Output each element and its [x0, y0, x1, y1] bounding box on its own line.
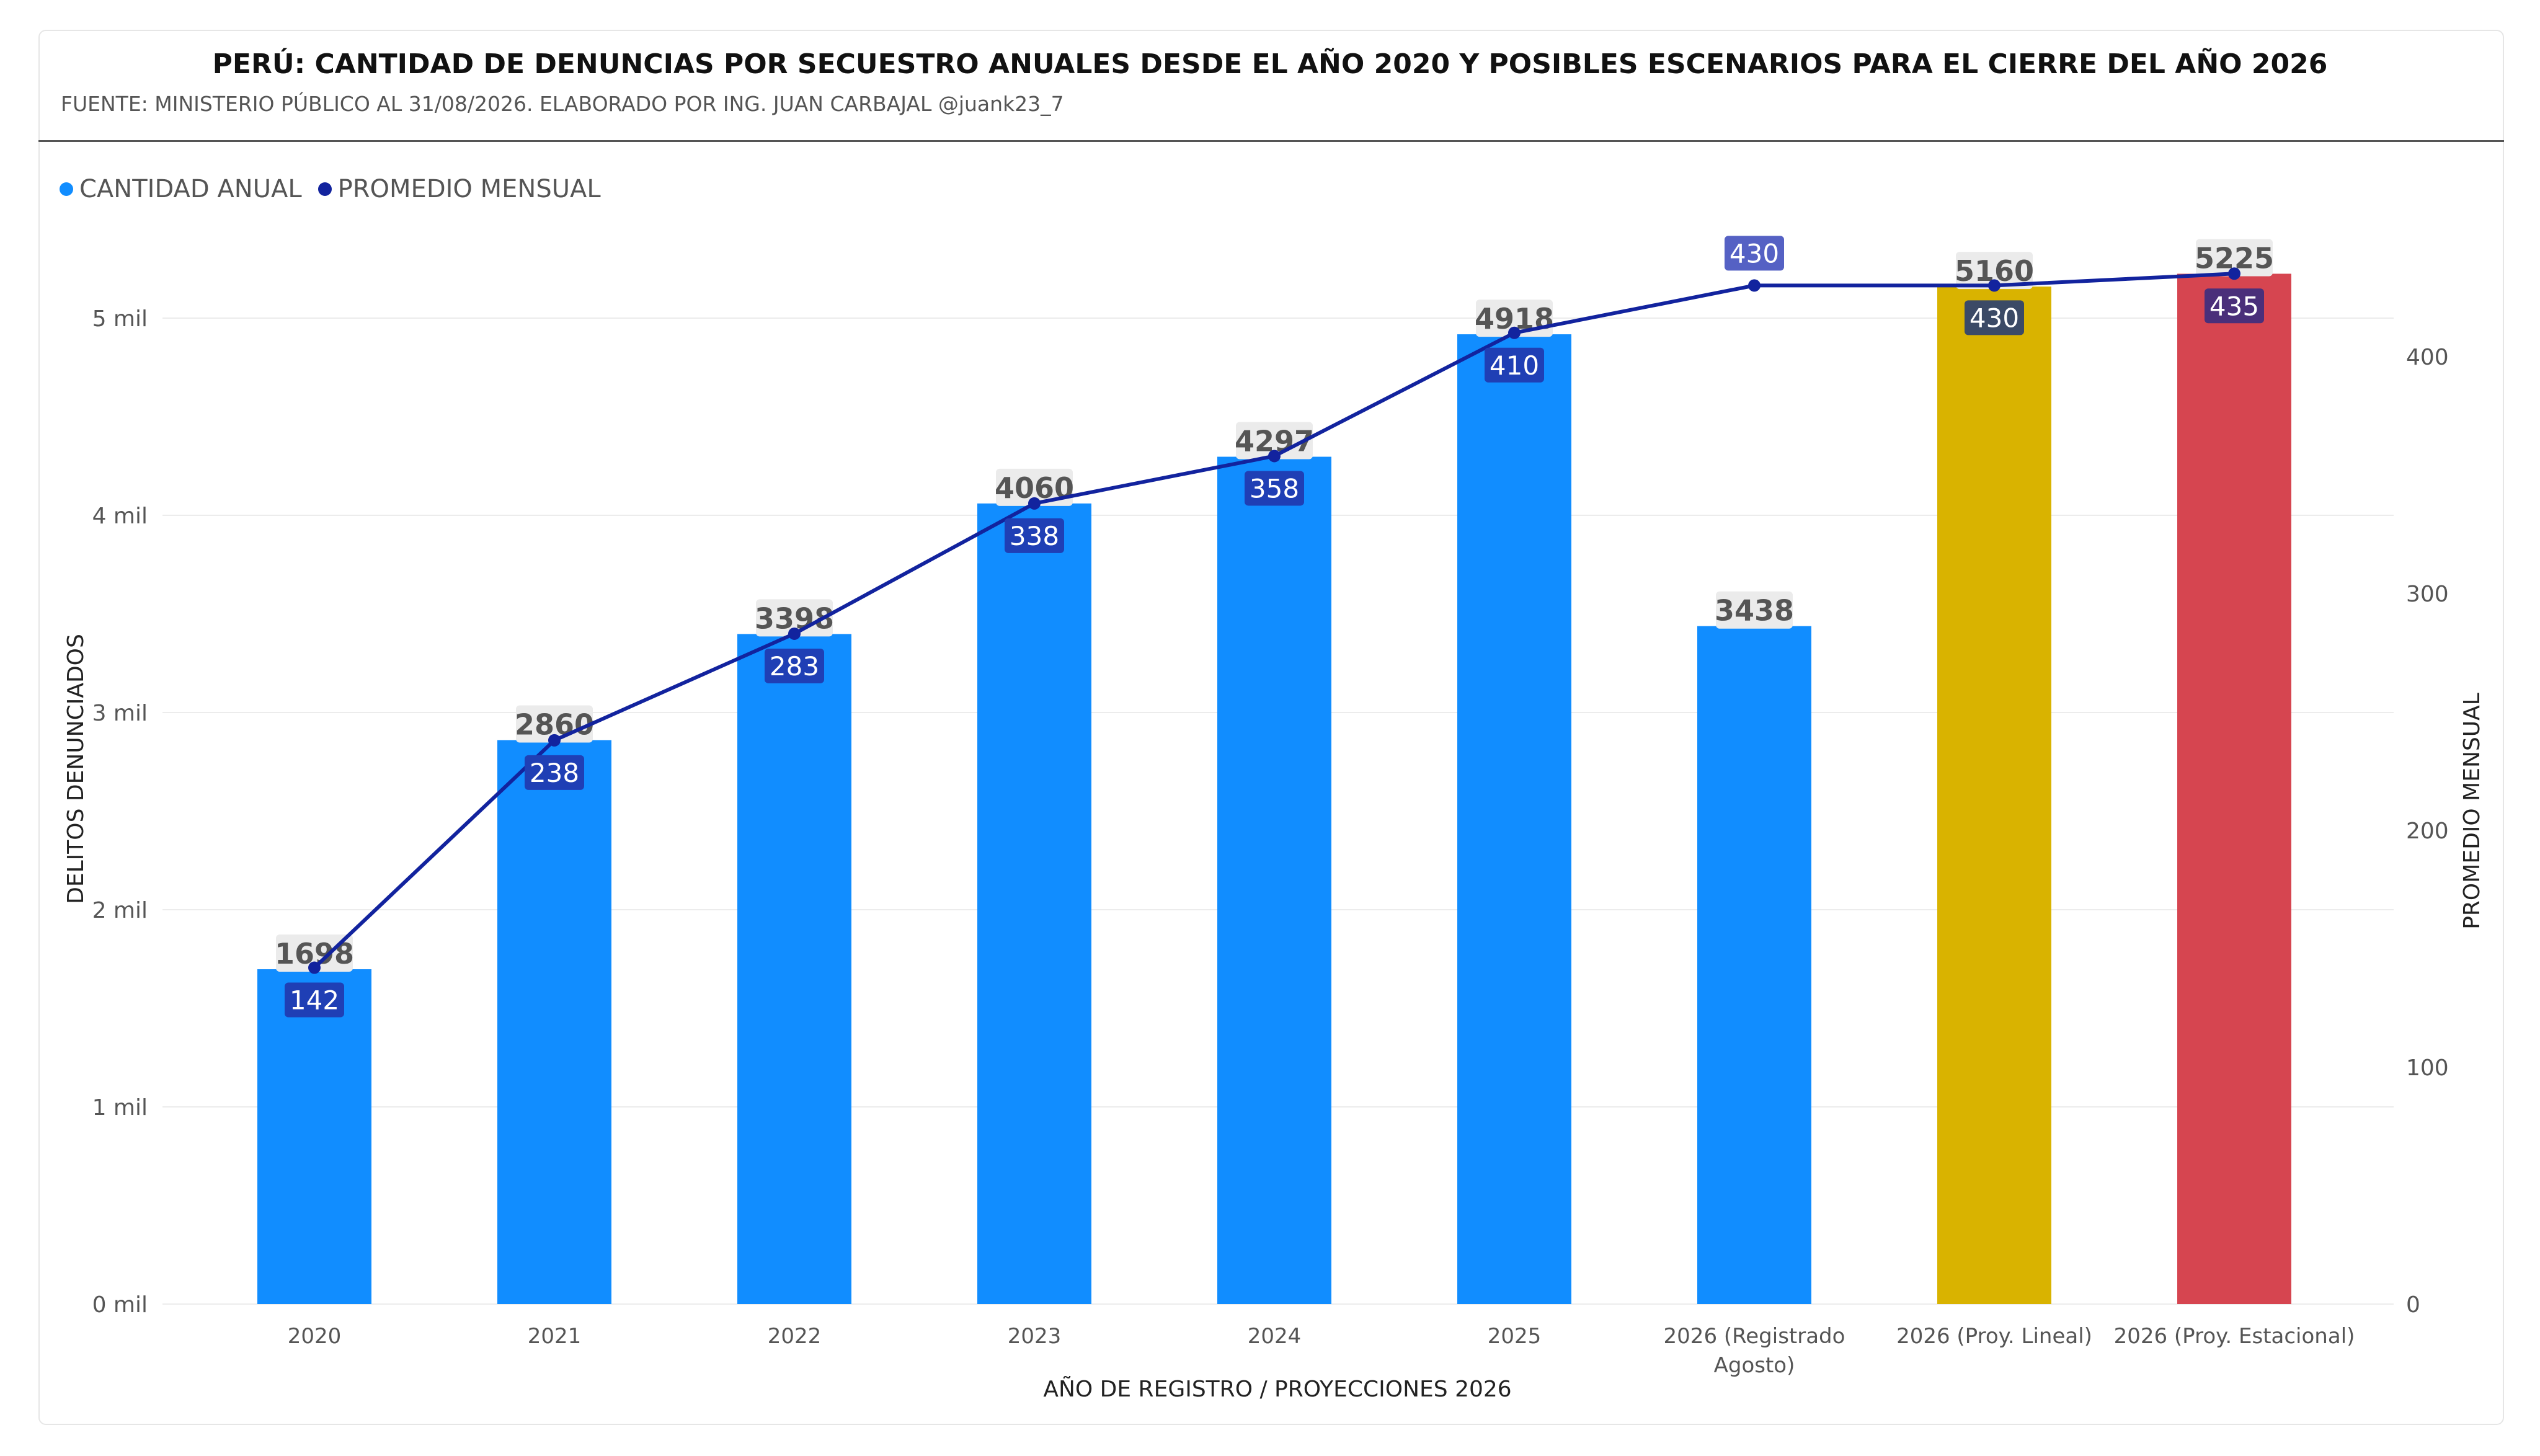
x-tick-label: 2026 (Registrado [1664, 1324, 1845, 1349]
line-point [1508, 326, 1521, 339]
bar-data-label: 3438 [1715, 594, 1794, 628]
line-point [1268, 450, 1281, 463]
line-point [2228, 267, 2240, 280]
bar-label-bg [756, 599, 833, 637]
line-data-label: 430 [1969, 303, 2019, 333]
y-tick-label: 1 mil [92, 1095, 148, 1121]
x-tick-label: 2023 [1008, 1324, 1062, 1349]
line-label-bg [1965, 300, 2024, 335]
line-point [548, 734, 561, 747]
line-label-bg [285, 982, 344, 1018]
y2-axis-title: PROMEDIO MENSUAL [2459, 693, 2485, 930]
x-tick-label: 2022 [768, 1324, 822, 1349]
legend-marker-promedio-mensual [318, 182, 332, 196]
line-label-bg [525, 755, 584, 790]
y-tick-label: 2 mil [92, 898, 148, 923]
chart-legend: CANTIDAD ANUAL PROMEDIO MENSUAL [60, 174, 617, 205]
y-axis-title: DELITOS DENUNCIADOS [63, 634, 89, 904]
chart-title: PERÚ: CANTIDAD DE DENUNCIAS POR SECUESTR… [212, 48, 2328, 80]
bar-label-bg [1956, 252, 2033, 290]
line-label-bg [1725, 236, 1784, 271]
y-tick-label: 4 mil [92, 504, 148, 529]
x-tick-label: 2024 [1248, 1324, 1302, 1349]
line-point [1988, 279, 2000, 292]
x-tick-label: 2020 [288, 1324, 342, 1349]
y-tick-label: 0 mil [92, 1292, 148, 1318]
bar-label-bg [1236, 422, 1313, 459]
chart-subtitle: FUENTE: MINISTERIO PÚBLICO AL 31/08/2026… [61, 92, 1064, 116]
bar [497, 740, 611, 1304]
bar [737, 634, 851, 1304]
bar-label-bg [1716, 591, 1793, 629]
y2-tick-label: 100 [2406, 1055, 2449, 1081]
line-data-label: 238 [530, 758, 579, 788]
legend-item-cantidad-anual[interactable]: CANTIDAD ANUAL [60, 175, 302, 203]
line-data-label: 283 [770, 651, 819, 681]
bar [1937, 286, 2051, 1304]
bar [977, 503, 1091, 1305]
x-axis-title: AÑO DE REGISTRO / PROYECCIONES 2026 [1043, 1376, 1511, 1402]
legend-marker-cantidad-anual [60, 182, 73, 196]
bar-label-bg [2196, 239, 2273, 277]
line-data-label: 338 [1010, 521, 1059, 551]
legend-label-promedio-mensual: PROMEDIO MENSUAL [337, 175, 601, 203]
line-point [308, 961, 321, 974]
bar [1457, 334, 1571, 1305]
line-label-bg [1245, 471, 1304, 506]
line-data-label: 410 [1490, 350, 1539, 381]
x-tick-label: 2026 (Proy. Lineal) [1896, 1324, 2092, 1349]
y2-tick-label: 200 [2406, 819, 2449, 844]
line-label-bg [2205, 288, 2264, 324]
line-point [788, 627, 801, 640]
legend-item-promedio-mensual[interactable]: PROMEDIO MENSUAL [318, 175, 601, 203]
line-data-label: 435 [2209, 291, 2259, 321]
bar [1217, 456, 1331, 1305]
y-tick-label: 3 mil [92, 701, 148, 726]
line-point [1748, 279, 1761, 292]
header-divider [38, 140, 2504, 142]
y2-tick-label: 0 [2406, 1292, 2420, 1318]
bar-label-bg [276, 934, 353, 972]
legend-label-cantidad-anual: CANTIDAD ANUAL [79, 175, 302, 203]
line-label-bg [1485, 347, 1544, 383]
y2-tick-label: 400 [2406, 345, 2449, 370]
line-data-label: 358 [1250, 473, 1299, 504]
x-tick-label: 2025 [1488, 1324, 1542, 1349]
line-label-bg [1005, 518, 1064, 553]
line-label-bg [765, 648, 824, 683]
line-data-label: 142 [290, 985, 339, 1016]
bar [257, 969, 371, 1304]
bar-label-bg [996, 468, 1073, 506]
x-tick-label: Agosto) [1714, 1353, 1795, 1378]
y-tick-label: 5 mil [92, 306, 148, 332]
line-data-label: 430 [1730, 238, 1779, 269]
line-point [1028, 497, 1041, 510]
x-tick-label: 2021 [528, 1324, 582, 1349]
bar [2177, 273, 2291, 1305]
bar [1697, 626, 1811, 1304]
x-tick-label: 2026 (Proy. Estacional) [2114, 1324, 2355, 1349]
y2-tick-label: 300 [2406, 582, 2449, 607]
